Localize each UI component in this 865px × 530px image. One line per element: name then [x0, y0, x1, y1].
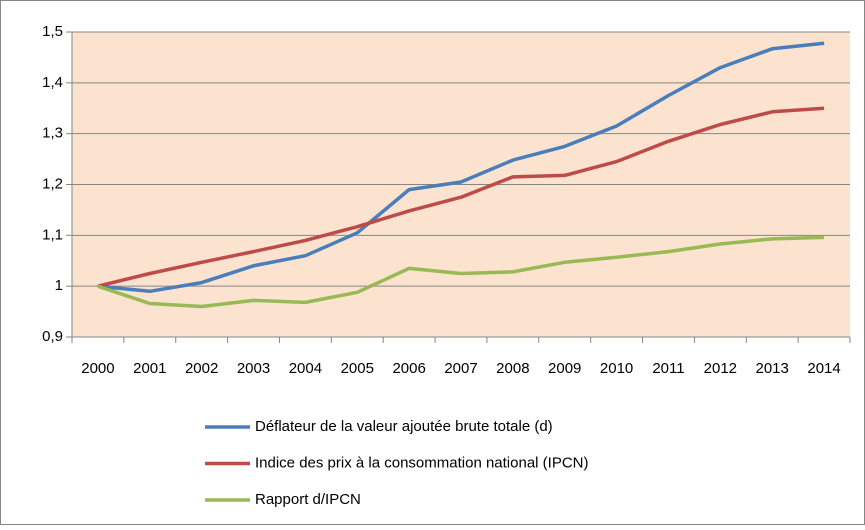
- x-tick-label: 2009: [548, 360, 581, 377]
- x-tick-label: 2011: [652, 360, 684, 377]
- y-tick-label: 1,2: [42, 175, 63, 192]
- x-tick-label: 2006: [392, 360, 425, 377]
- x-tick-label: 2013: [756, 360, 789, 377]
- x-tick-label: 2004: [289, 360, 322, 377]
- x-tick-label: 2001: [133, 360, 166, 377]
- x-tick-label: 2014: [807, 360, 840, 377]
- x-tick-label: 2003: [237, 360, 270, 377]
- y-tick-label: 1: [55, 277, 63, 294]
- y-tick-label: 1,4: [42, 74, 63, 91]
- y-tick-label: 1,1: [42, 226, 63, 243]
- x-tick-label: 2002: [185, 360, 218, 377]
- x-tick-label: 2012: [704, 360, 737, 377]
- legend-label: Déflateur de la valeur ajoutée brute tot…: [255, 418, 553, 435]
- line-series: [97, 41, 825, 294]
- y-tick-label: 1,5: [42, 23, 63, 40]
- x-tick-label: 2005: [341, 360, 374, 377]
- x-tick-label: 2010: [600, 360, 633, 377]
- legend-label: Indice des prix à la consommation nation…: [255, 454, 589, 471]
- x-tick-label: 2008: [496, 360, 529, 377]
- line-series: [97, 106, 825, 288]
- y-tick-label: 1,3: [42, 125, 63, 142]
- x-tick-label: 2000: [81, 360, 114, 377]
- legend-label: Rapport d/IPCN: [255, 491, 361, 508]
- x-tick-label: 2007: [444, 360, 477, 377]
- y-tick-label: 0,9: [42, 328, 63, 345]
- line-series: [97, 235, 825, 309]
